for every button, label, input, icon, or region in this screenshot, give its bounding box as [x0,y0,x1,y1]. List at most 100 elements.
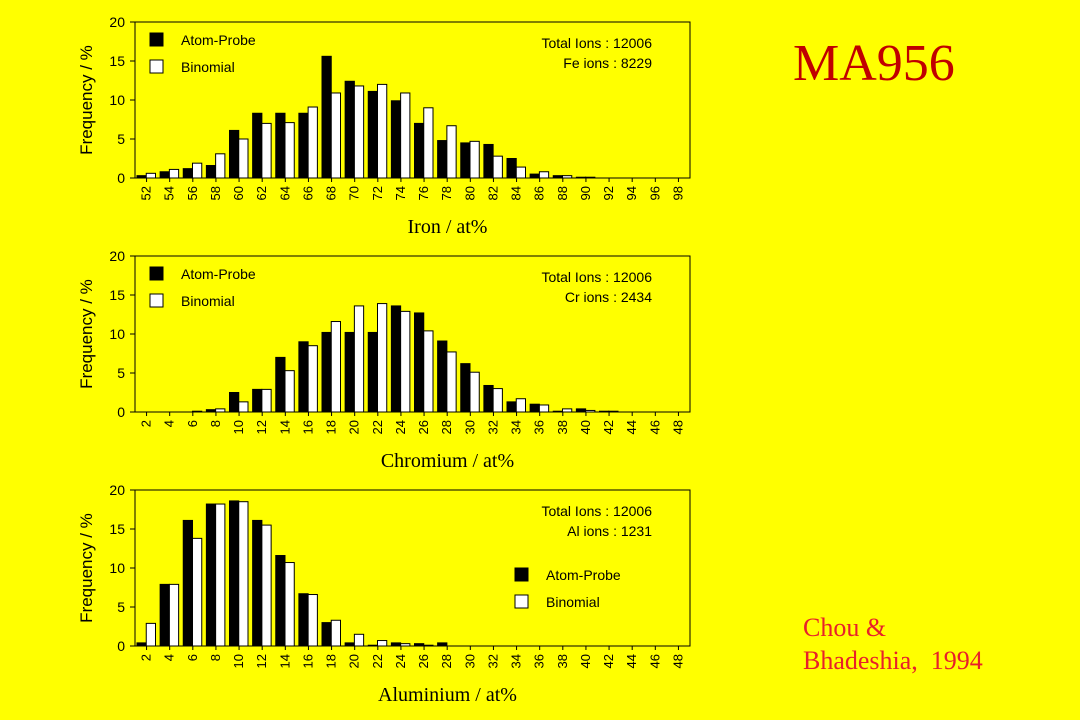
bar-binomial-74 [400,92,411,179]
bar-binomial-72 [377,83,388,179]
bar-binomial-32 [492,388,503,413]
bar-atom-probe-60 [229,129,240,179]
bar-atom-probe-18 [321,622,332,647]
bar-atom-probe-24 [390,305,402,413]
x-tick-label: 12 [254,420,269,434]
bar-atom-probe-32 [483,384,494,413]
x-tick-label: 84 [509,186,524,200]
x-tick-label: 96 [647,186,662,200]
bar-atom-probe-86 [529,173,540,179]
x-tick-label: 18 [324,654,339,668]
bar-atom-probe-18 [321,331,332,413]
y-tick-label: 10 [109,560,125,576]
bar-binomial-12 [261,524,272,647]
legend-label: Binomial [546,594,600,610]
y-axis-label: Frequency / % [77,513,96,623]
x-tick-label: 66 [300,186,315,200]
y-tick-label: 5 [117,131,125,147]
ion-count-annotation: Total Ions : 12006 [541,35,652,51]
bar-atom-probe-62 [252,112,263,179]
x-tick-label: 34 [509,654,524,668]
x-tick-label: 32 [485,420,500,434]
y-tick-label: 15 [109,521,125,537]
x-tick-label: 68 [324,186,339,200]
x-tick-label: 2 [139,420,154,427]
bar-binomial-26 [423,330,434,413]
y-tick-label: 15 [109,53,125,69]
bar-binomial-30 [469,371,480,413]
x-tick-label: 62 [254,186,269,200]
legend-label: Binomial [181,59,235,75]
citation-line-1: Chou & [803,613,887,642]
y-tick-label: 0 [117,404,125,420]
bar-binomial-86 [538,171,550,179]
x-tick-label: 74 [393,186,408,200]
ion-count-annotation: Cr ions : 2434 [565,289,652,305]
bar-atom-probe-28 [437,340,448,413]
bar-atom-probe-12 [252,519,263,647]
bar-binomial-14 [284,370,295,413]
bar-binomial-62 [261,122,272,179]
bar-atom-probe-36 [529,403,540,413]
bar-atom-probe-4 [159,583,170,647]
bar-binomial-56 [192,162,203,179]
x-tick-label: 42 [601,420,616,434]
bar-atom-probe-10 [229,500,240,647]
x-tick-label: 70 [347,186,362,200]
x-tick-label: 10 [231,654,246,668]
x-tick-label: 16 [300,420,315,434]
x-tick-label: 94 [624,186,639,200]
x-tick-label: 98 [670,186,685,200]
bar-binomial-12 [261,388,272,413]
x-axis-label: Iron / at% [408,216,488,238]
bar-atom-probe-66 [298,112,309,179]
x-tick-label: 38 [555,420,570,434]
x-tick-label: 14 [277,420,292,434]
slide-title: MA956 [793,35,955,92]
bar-binomial-16 [307,345,318,413]
x-tick-label: 60 [231,186,246,200]
x-tick-label: 90 [578,186,593,200]
x-tick-label: 72 [370,186,385,200]
bar-binomial-18 [330,321,341,413]
x-tick-label: 56 [185,186,200,200]
bar-atom-probe-64 [275,112,286,179]
y-axis-label: Frequency / % [77,45,96,155]
x-tick-label: 14 [277,654,292,668]
bar-atom-probe-54 [159,171,170,179]
bar-atom-probe-16 [298,341,309,413]
bar-binomial-66 [307,106,318,179]
bar-binomial-24 [400,310,411,413]
x-tick-label: 26 [416,420,431,434]
x-tick-label: 8 [208,654,223,661]
x-tick-label: 36 [532,420,547,434]
y-axis-label: Frequency / % [77,279,96,389]
legend-swatch [514,594,529,609]
x-tick-label: 22 [370,420,385,434]
x-tick-label: 10 [231,420,246,434]
bar-atom-probe-70 [344,80,355,179]
y-tick-label: 5 [117,599,125,615]
x-tick-label: 80 [462,186,477,200]
bar-binomial-54 [168,168,180,179]
bar-binomial-16 [307,594,318,647]
bar-binomial-64 [284,122,295,179]
bar-binomial-58 [215,153,226,179]
bar-binomial-14 [284,562,295,647]
x-tick-label: 16 [300,654,315,668]
x-tick-label: 26 [416,654,431,668]
bar-binomial-10 [238,501,249,647]
y-tick-label: 20 [109,482,125,498]
x-tick-label: 44 [624,654,639,668]
legend-label: Atom-Probe [181,266,256,282]
bar-atom-probe-82 [483,143,494,179]
x-tick-label: 38 [555,654,570,668]
x-tick-label: 88 [555,186,570,200]
bar-binomial-76 [423,107,434,179]
bar-atom-probe-34 [506,401,517,413]
y-tick-label: 20 [109,248,125,264]
bar-atom-probe-72 [367,90,378,179]
x-tick-label: 32 [485,654,500,668]
bar-binomial-82 [492,155,503,179]
